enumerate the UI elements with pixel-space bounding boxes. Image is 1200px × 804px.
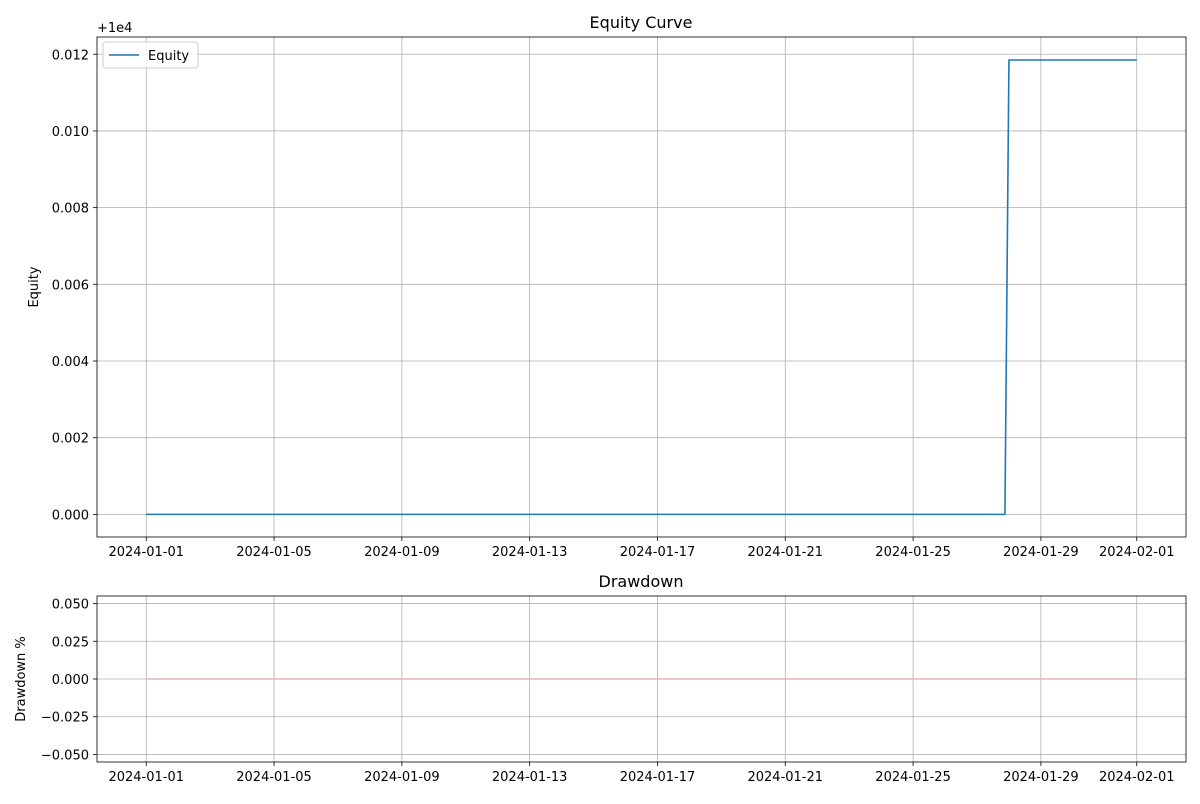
equity-x-tick-label: 2024-01-25 [875,545,951,560]
drawdown-y-tick-label: 0.025 [52,635,89,650]
equity-legend: Equity [102,41,199,69]
drawdown-y-tick-label: 0.050 [52,598,89,613]
equity-y-tick-label: 0.012 [52,48,89,63]
drawdown-x-tick-label: 2024-01-05 [236,770,312,785]
drawdown-x-tick-label: 2024-01-29 [1003,770,1079,785]
equity-x-tick-label: 2024-01-05 [236,545,312,560]
equity-x-tick-label: 2024-01-17 [620,545,696,560]
equity-y-tick-label: 0.010 [52,125,89,140]
drawdown-x-tick-label: 2024-01-01 [108,770,184,785]
equity-x-tick-label: 2024-01-29 [1003,545,1079,560]
legend-label-equity: Equity [148,49,189,64]
drawdown-y-tick-label: −0.050 [41,748,89,763]
equity-panel: 2024-01-01 2024-01-05 2024-01-09 2024-01-13… [27,13,1187,560]
drawdown-y-tick-label: −0.025 [41,711,89,726]
equity-chart-title: Equity Curve [590,13,693,32]
equity-y-offset-label: +1e4 [97,21,132,36]
drawdown-chart-title: Drawdown [599,572,684,591]
drawdown-panel: 2024-01-01 2024-01-05 2024-01-09 2024-01-13… [14,572,1187,785]
equity-x-tick-label: 2024-01-13 [492,545,568,560]
equity-y-tick-label: 0.008 [52,202,89,217]
drawdown-x-tick-label: 2024-02-01 [1099,770,1175,785]
equity-y-axis-label: Equity [27,266,42,307]
drawdown-y-axis-label: Drawdown % [14,636,29,722]
equity-x-tick-label: 2024-02-01 [1099,545,1175,560]
drawdown-y-tick-label: 0.000 [52,673,89,688]
legend-box [102,41,199,69]
drawdown-x-tick-label: 2024-01-21 [747,770,823,785]
equity-series-line-0 [146,59,1137,516]
equity-plot-frame [96,36,1187,538]
drawdown-x-tick-label: 2024-01-13 [492,770,568,785]
equity-x-tick-label: 2024-01-21 [747,545,823,560]
equity-y-tick-label: 0.006 [52,278,89,293]
equity-x-tick-label: 2024-01-01 [108,545,184,560]
drawdown-x-tick-label: 2024-01-09 [364,770,440,785]
equity-y-tick-label: 0.002 [52,432,89,447]
equity-y-tick-label: 0.004 [52,355,89,370]
equity-y-tick-label: 0.000 [52,508,89,523]
drawdown-x-tick-label: 2024-01-25 [875,770,951,785]
equity-x-tick-label: 2024-01-09 [364,545,440,560]
drawdown-x-tick-label: 2024-01-17 [620,770,696,785]
